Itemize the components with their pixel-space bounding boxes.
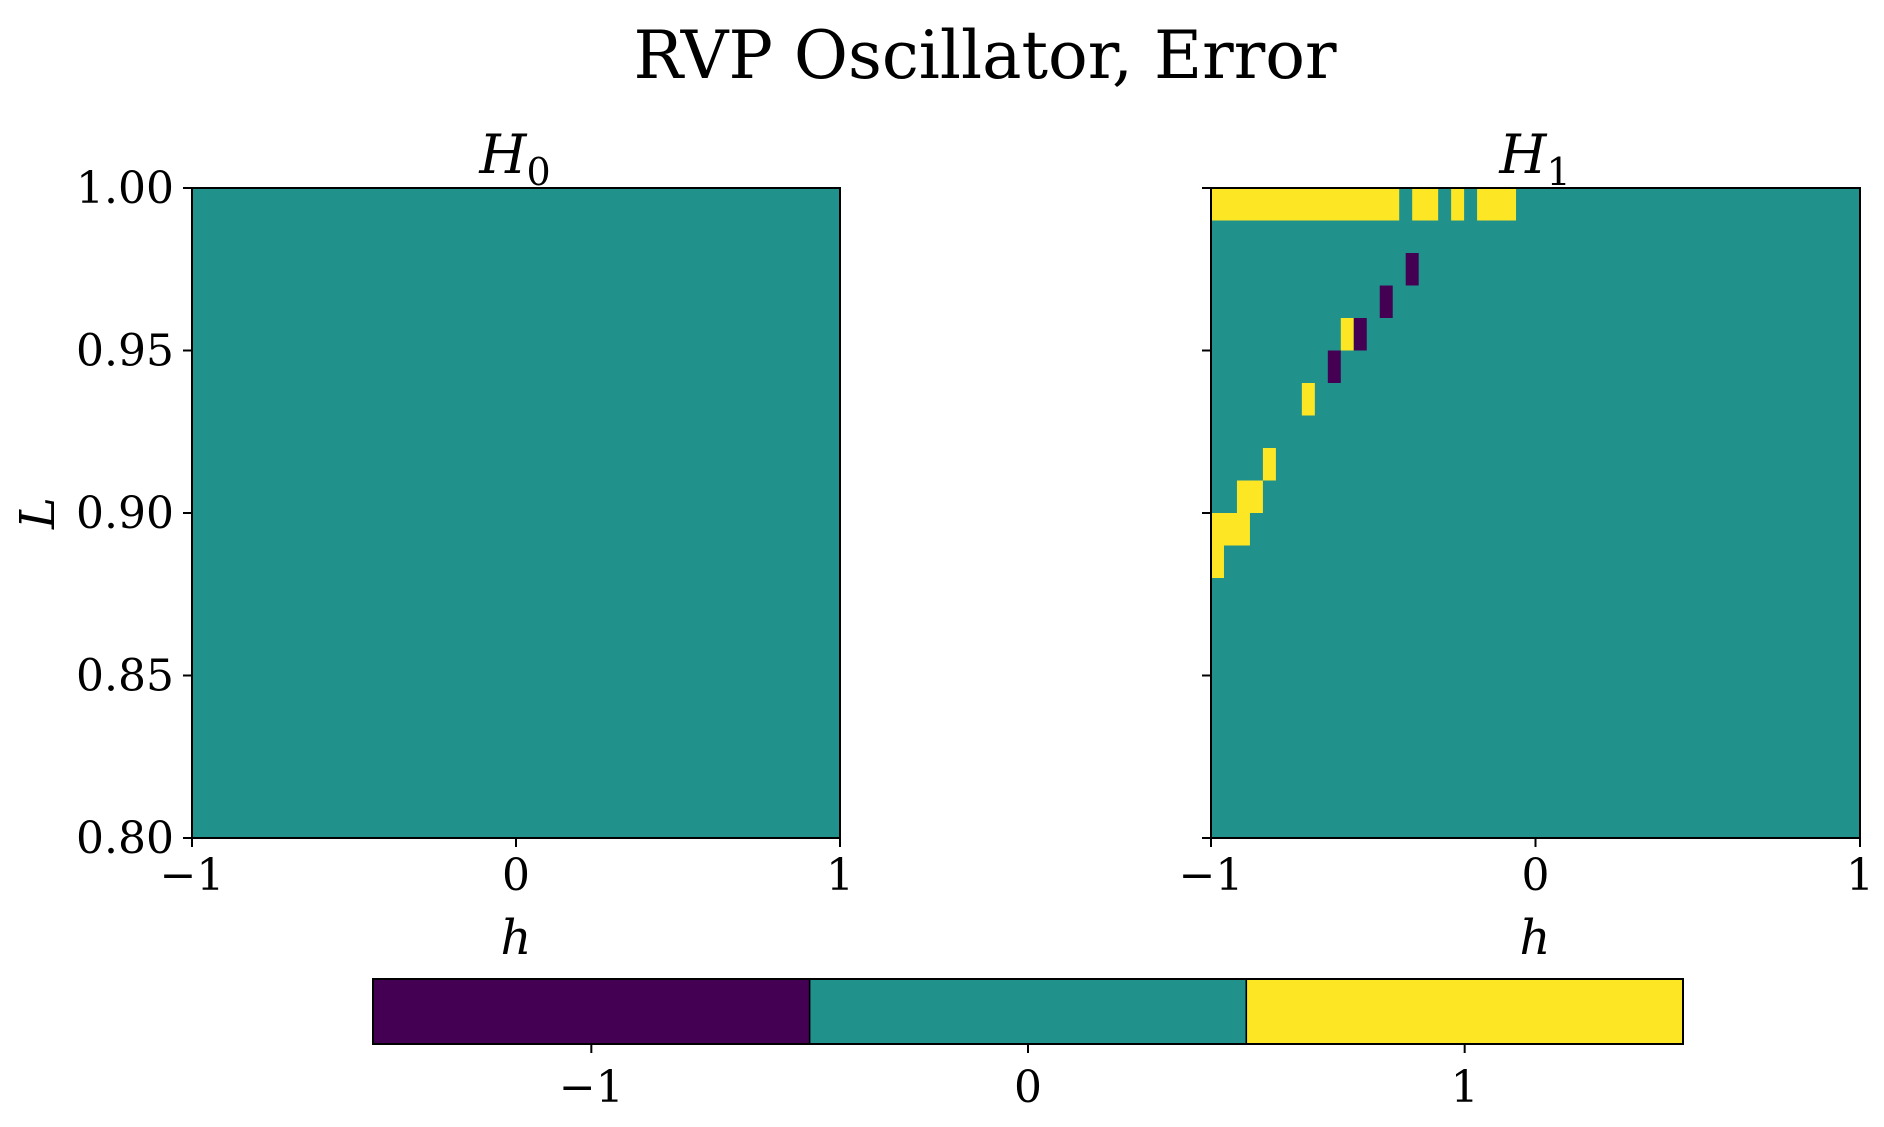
panel-title-h0-base: H	[478, 123, 527, 186]
panel-title-h0: H0	[478, 123, 550, 194]
x-ticks-h0: −1 0 1	[160, 838, 854, 901]
heatmap-cells-h1	[1211, 188, 1860, 838]
heatmap-cell	[1211, 545, 1224, 578]
heatmap-cell	[1236, 480, 1263, 513]
colorbar-segment	[808, 978, 1248, 1045]
colorbar-tick-label: −1	[559, 1062, 624, 1113]
panel-title-h0-sub: 0	[526, 150, 550, 194]
y-ticks-h1	[1202, 187, 1211, 839]
y-ticks-h0: 0.80 0.85 0.90 0.95 1.00	[76, 163, 192, 864]
colorbar-tick-label: 0	[1014, 1062, 1042, 1113]
y-tick-label: 0.80	[76, 813, 174, 864]
colorbar-segments	[372, 978, 1684, 1045]
y-tick-label: 1.00	[76, 163, 174, 214]
heatmap-panel-h0: H0 −1 0 1 0.800.850.900.951.00 h L	[10, 123, 854, 966]
colorbar-tick-label: 1	[1451, 1062, 1479, 1113]
heatmap-cell	[1211, 513, 1250, 546]
x-tick-label: 0	[502, 850, 530, 901]
x-tick-label: 0	[1522, 850, 1550, 901]
heatmap-cell	[1405, 253, 1419, 286]
x-ticks-h1: −1 0 1	[1179, 838, 1874, 901]
y-tick-label: 0.90	[76, 488, 174, 539]
x-tick-label: 1	[826, 850, 854, 901]
y-tick-label: 0.95	[76, 326, 174, 377]
heatmap-cell	[1327, 350, 1341, 383]
colorbar-ticks: −1 0 1	[559, 1044, 1479, 1113]
figure-title: RVP Oscillator, Error	[633, 17, 1337, 94]
heatmap-cell	[1262, 448, 1276, 481]
heatmap-cell	[1211, 188, 1400, 221]
panel-title-h1-sub: 1	[1546, 150, 1570, 194]
heatmap-cell	[1412, 188, 1439, 221]
y-tick-label: 0.85	[76, 651, 174, 702]
heatmap-cell	[1353, 318, 1367, 351]
colorbar: −1 0 1	[372, 978, 1684, 1113]
heatmap-background-cells	[1211, 188, 1860, 838]
panel-title-h1: H1	[1498, 123, 1570, 194]
heatmap-cells-h0	[192, 188, 840, 838]
heatmap-background-cells	[192, 188, 840, 838]
y-axis-label-h0: L	[10, 497, 66, 530]
x-axis-label-h1: h	[1520, 910, 1551, 966]
x-tick-label: −1	[1179, 850, 1244, 901]
x-tick-label: 1	[1846, 850, 1874, 901]
heatmap-cell	[1301, 383, 1315, 416]
heatmap-cell	[1477, 188, 1517, 221]
heatmap-cell	[1451, 188, 1465, 221]
panel-title-h1-base: H	[1498, 123, 1547, 186]
x-axis-label-h0: h	[501, 910, 532, 966]
colorbar-segment	[1245, 978, 1684, 1045]
heatmap-cell	[1379, 285, 1393, 318]
colorbar-segment	[372, 978, 811, 1045]
x-tick-label: −1	[160, 850, 225, 901]
heatmap-cell	[1340, 318, 1354, 351]
heatmap-panel-h1: H1 −1 0 1 h	[1179, 123, 1874, 966]
